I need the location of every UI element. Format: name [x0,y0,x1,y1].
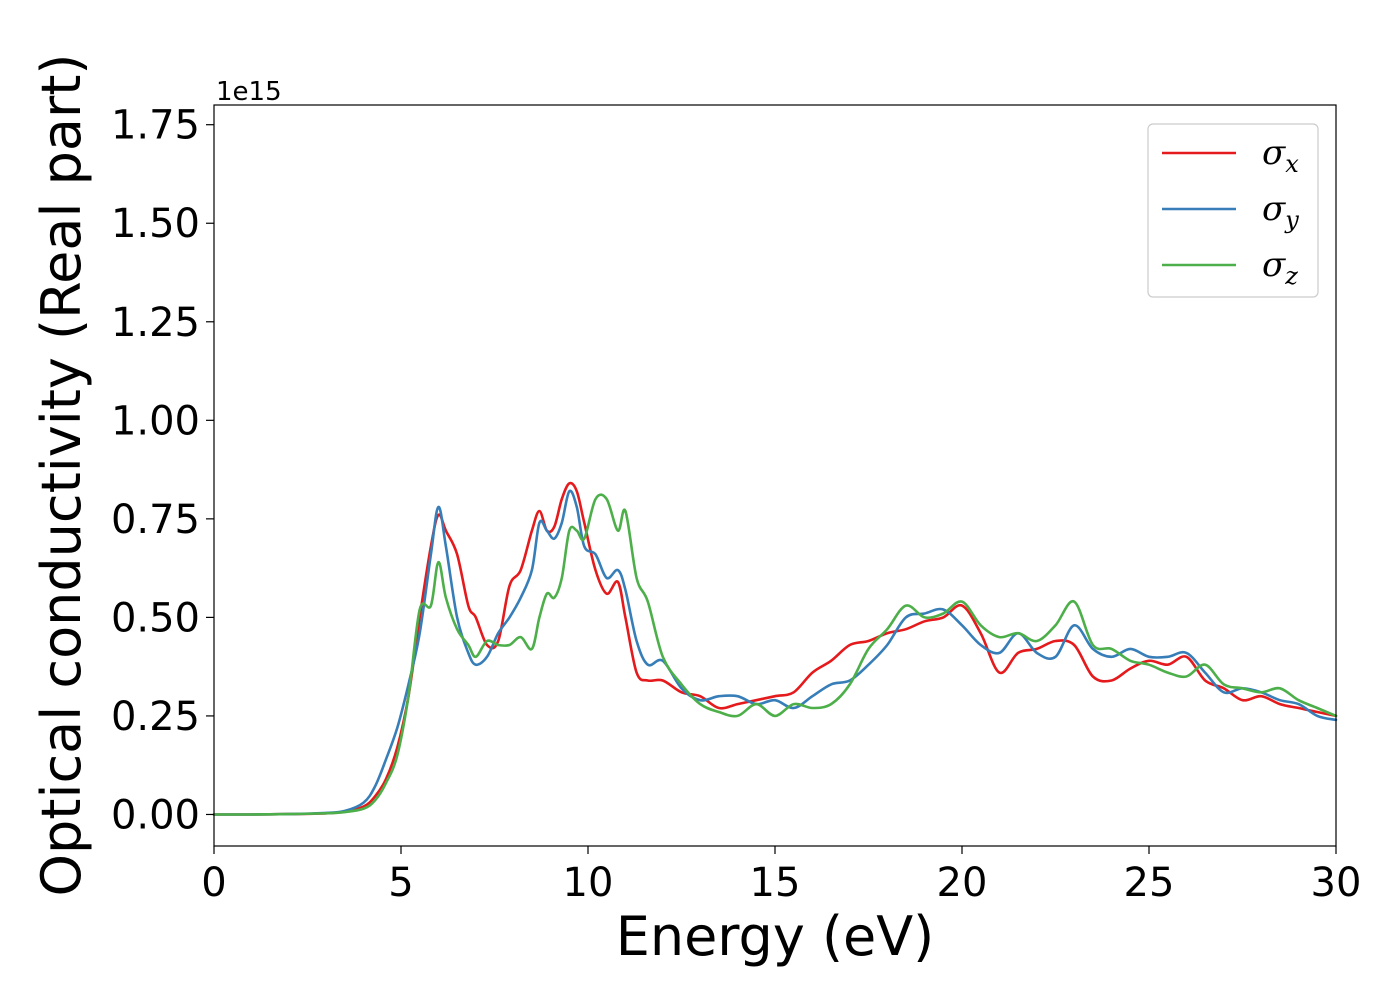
x-tick-label: 25 [1124,860,1175,906]
legend-label-y: σy [1262,189,1299,234]
x-tick-label: 5 [388,860,413,906]
legend-label-x: σx [1262,133,1299,178]
x-axis: 0 5 10 15 20 25 30 [201,846,1361,906]
series-layer [212,481,1338,816]
x-tick-label: 20 [937,860,988,906]
x-tick-label: 10 [563,860,614,906]
y-axis: 0.00 0.25 0.50 0.75 1.00 1.25 1.50 1.75 [111,103,214,838]
y-tick-label: 1.50 [111,201,200,247]
x-axis-title: Energy (eV) [616,905,935,968]
y-tick-label: 1.25 [111,300,200,346]
legend: σx σy σz [1147,123,1319,298]
y-tick-label: 0.25 [111,694,200,740]
series-line-z [212,493,1338,816]
y-tick-label: 0.50 [111,595,200,641]
y-tick-label: 0.75 [111,497,200,543]
x-tick-label: 30 [1311,860,1362,906]
x-tick-label: 15 [750,860,801,906]
x-tick-label: 0 [201,860,226,906]
y-offset-text: 1e15 [216,77,282,107]
y-tick-label: 1.00 [111,398,200,444]
legend-frame [1147,123,1319,298]
legend-label-z: σz [1262,245,1298,290]
y-axis-title: Optical conductivity (Real part) [30,54,93,897]
y-tick-label: 1.75 [111,103,200,149]
y-tick-label: 0.00 [111,792,200,838]
